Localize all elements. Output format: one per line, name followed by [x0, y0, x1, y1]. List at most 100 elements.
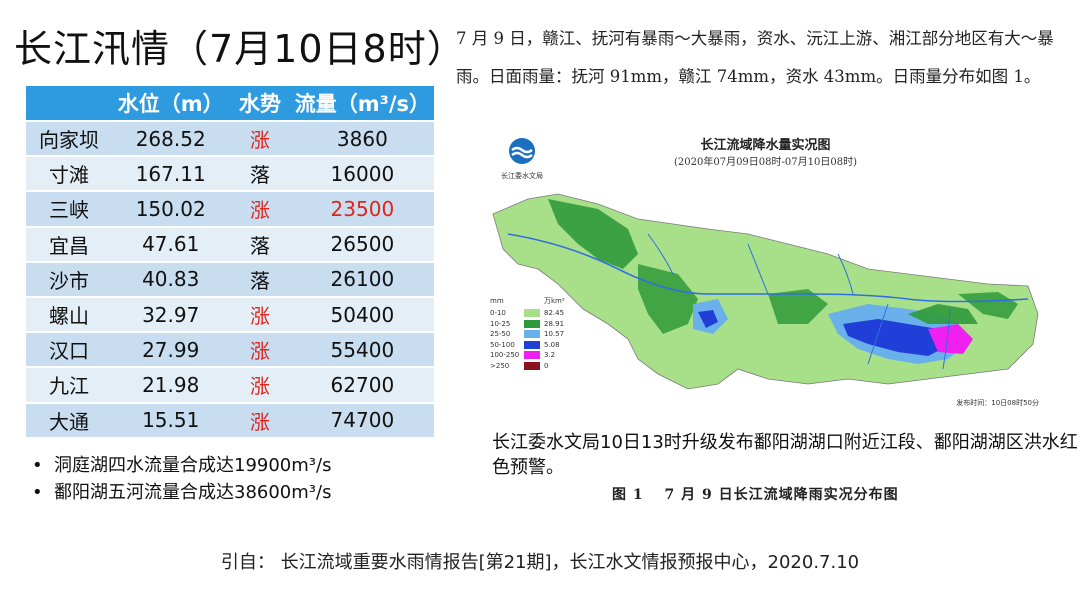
flow-cell: 55400 — [290, 332, 434, 369]
level-cell: 47.61 — [112, 226, 230, 263]
table-body: 向家坝 268.52 涨 3860 寸滩 167.11 落 16000 三峡 150.02 涨 235… — [26, 121, 434, 439]
legend-item: 25-50 10.57 — [490, 329, 565, 340]
legend-item: 10-25 28.91 — [490, 319, 565, 330]
station-cell: 九江 — [26, 367, 113, 404]
flood-warning-text: 长江委水文局10日13时升级发布鄱阳湖湖口附近江段、鄱阳湖湖区洪水红色预警。 — [492, 432, 1078, 478]
level-cell: 27.99 — [112, 332, 230, 369]
bullet-text: 鄱阳湖五河流量合成达38600m³/s — [54, 482, 332, 503]
flow-cell: 3860 — [290, 121, 434, 158]
station-cell: 螺山 — [26, 296, 113, 334]
station-cell: 寸滩 — [26, 156, 113, 193]
flow-cell: 23500 — [290, 191, 434, 228]
bullet-item: • 洞庭湖四水流量合成达19900m³/s — [32, 452, 331, 479]
trend-cell: 涨 — [229, 121, 291, 158]
level-cell: 21.98 — [112, 367, 230, 404]
legend-range: 25-50 — [490, 330, 511, 339]
legend-area: 82.45 — [544, 309, 565, 318]
legend-swatch — [524, 340, 540, 349]
table-row: 九江 21.98 涨 62700 — [26, 367, 434, 404]
flow-cell: 26500 — [290, 226, 434, 263]
bullet-text: 洞庭湖四水流量合成达19900m³/s — [54, 455, 332, 476]
rainfall-map: 长江委水文局 长江流域降水量实况图 (2020年07月09日08时-07月10日… — [488, 134, 1043, 412]
bullet-list: • 洞庭湖四水流量合成达19900m³/s • 鄱阳湖五河流量合成达38600m³/… — [32, 452, 331, 506]
header-level: 水位（m） — [112, 86, 230, 122]
legend-area: 0 — [544, 361, 549, 370]
legend-header-area: 万km² — [544, 297, 565, 305]
water-level-table: 水位（m） 水势 流量（m³/s） 向家坝 268.52 涨 3860 寸滩 167.11… — [26, 86, 434, 439]
level-cell: 32.97 — [112, 296, 230, 334]
trend-cell: 涨 — [229, 402, 291, 439]
legend-swatch — [524, 309, 540, 318]
legend-header-unit: mm — [490, 297, 504, 305]
station-cell: 三峡 — [26, 191, 113, 228]
map-legend: mm 万km² 0-10 82.45 10-25 28.91 25-50 10.57 50-… — [490, 294, 565, 371]
legend-area: 28.91 — [544, 319, 565, 328]
bullet-dot: • — [32, 482, 43, 503]
trend-cell: 涨 — [229, 191, 291, 228]
level-cell: 167.11 — [112, 156, 230, 193]
bullet-dot: • — [32, 455, 43, 476]
legend-item: 100-250 3.2 — [490, 350, 565, 361]
station-cell: 沙市 — [26, 261, 113, 298]
header-station — [26, 86, 113, 122]
basin-map-image — [492, 193, 1039, 390]
legend-range: >250 — [490, 361, 510, 370]
legend-item: 50-100 5.08 — [490, 340, 565, 351]
legend-header: mm 万km² — [490, 294, 565, 308]
legend-rows: 0-10 82.45 10-25 28.91 25-50 10.57 50-100 5.08 1… — [490, 308, 565, 371]
legend-range: 100-250 — [490, 351, 520, 360]
station-cell: 宜昌 — [26, 226, 113, 263]
level-cell: 15.51 — [112, 402, 230, 439]
table-row: 沙市 40.83 落 26100 — [26, 261, 434, 298]
flow-cell: 74700 — [290, 402, 434, 439]
trend-cell: 涨 — [229, 367, 291, 404]
logo-text: 长江委水文局 — [501, 172, 543, 180]
trend-cell: 涨 — [229, 332, 291, 369]
level-cell: 150.02 — [112, 191, 230, 228]
header-flow: 流量（m³/s） — [290, 86, 434, 122]
legend-range: 10-25 — [490, 319, 511, 328]
legend-area: 5.08 — [544, 340, 560, 349]
legend-swatch — [524, 361, 540, 370]
legend-range: 0-10 — [490, 309, 506, 318]
table-row: 宜昌 47.61 落 26500 — [26, 226, 434, 263]
flow-cell: 62700 — [290, 367, 434, 404]
trend-cell: 涨 — [229, 296, 291, 334]
table-row: 大通 15.51 涨 74700 — [26, 402, 434, 439]
station-cell: 向家坝 — [26, 121, 113, 158]
legend-swatch — [524, 351, 540, 360]
legend-area: 10.57 — [544, 330, 565, 339]
flow-cell: 16000 — [290, 156, 434, 193]
legend-item: >250 0 — [490, 361, 565, 372]
legend-swatch — [524, 319, 540, 328]
header-trend: 水势 — [229, 86, 291, 122]
trend-cell: 落 — [229, 226, 291, 263]
page-title: 长江汛情（7月10日8时） — [14, 27, 466, 71]
logo-icon — [509, 138, 535, 164]
table-row: 三峡 150.02 涨 23500 — [26, 191, 434, 228]
table-row: 汉口 27.99 涨 55400 — [26, 332, 434, 369]
issue-time: 发布时间：10日08时50分 — [956, 399, 1039, 407]
table-row: 寸滩 167.11 落 16000 — [26, 156, 434, 193]
logo: 长江委水文局 — [496, 136, 548, 181]
station-cell: 汉口 — [26, 332, 113, 369]
level-cell: 268.52 — [112, 121, 230, 158]
level-cell: 40.83 — [112, 261, 230, 298]
figure-caption: 图 1 7 月 9 日长江流域降雨实况分布图 — [612, 487, 899, 503]
legend-swatch — [524, 330, 540, 339]
map-title: 长江流域降水量实况图 — [700, 138, 831, 153]
table-row: 螺山 32.97 涨 50400 — [26, 296, 434, 334]
map-subtitle: (2020年07月09日08时-07月10日08时) — [674, 157, 857, 168]
table-header-row: 水位（m） 水势 流量（m³/s） — [26, 86, 434, 122]
station-cell: 大通 — [26, 402, 113, 439]
trend-cell: 落 — [229, 261, 291, 298]
trend-cell: 落 — [229, 156, 291, 193]
legend-item: 0-10 82.45 — [490, 308, 565, 319]
legend-range: 50-100 — [490, 340, 515, 349]
source-citation: 引自： 长江流域重要水雨情报告[第21期]，长江水文情报预报中心，2020.7.… — [220, 552, 860, 573]
rain-paragraph: 7 月 9 日，赣江、抚河有暴雨～大暴雨，资水、沅江上游、湘江部分地区有大～暴雨… — [456, 29, 1054, 86]
flow-cell: 50400 — [290, 296, 434, 334]
table-row: 向家坝 268.52 涨 3860 — [26, 121, 434, 158]
flow-cell: 26100 — [290, 261, 434, 298]
bullet-item: • 鄱阳湖五河流量合成达38600m³/s — [32, 479, 331, 506]
